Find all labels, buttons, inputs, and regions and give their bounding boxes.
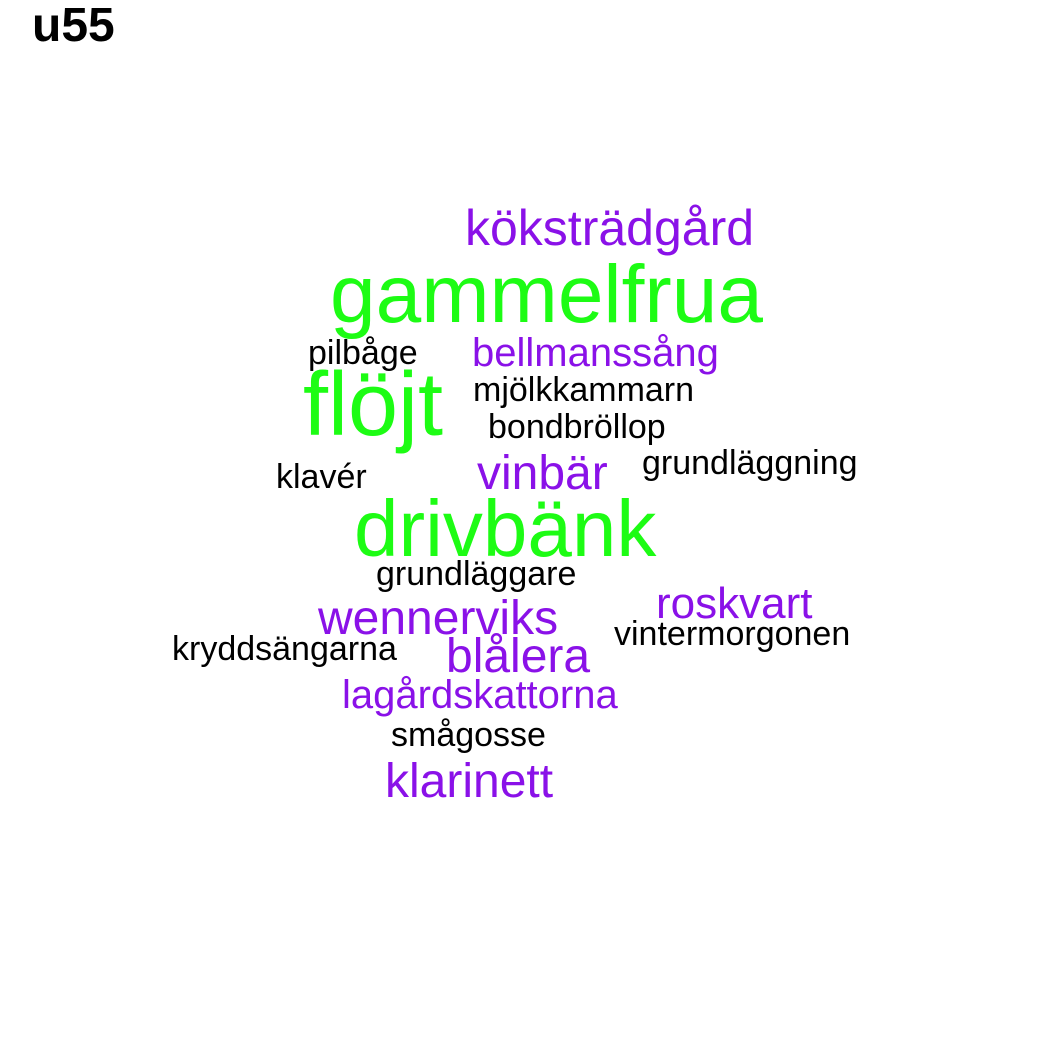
word-grundlaggare: grundläggare — [376, 555, 577, 593]
page-title: u55 — [32, 0, 115, 52]
word-mjolkkammarn: mjölkkammarn — [473, 371, 695, 409]
word-smagosse: smågosse — [391, 716, 546, 754]
word-bondbrollop: bondbröllop — [488, 408, 666, 446]
word-drivbank: drivbänk — [354, 484, 657, 573]
word-bellmanssang: bellmanssång — [472, 331, 719, 375]
word-koksdradgard: köksträdgård — [465, 200, 755, 256]
word-flojt: flöjt — [303, 355, 444, 455]
word-grundlaggning: grundläggning — [642, 444, 858, 482]
word-kryddsangarna: kryddsängarna — [172, 630, 397, 668]
word-gammelfrua: gammelfrua — [330, 249, 763, 340]
word-wennerviks: wennerviks — [318, 592, 559, 645]
word-roskvart: roskvart — [656, 579, 813, 628]
word-vinbar: vinbär — [477, 447, 608, 500]
word-blalera: blålera — [446, 630, 591, 683]
word-pilbage: pilbåge — [308, 334, 418, 372]
word-klarinett: klarinett — [385, 755, 554, 808]
word-vintermorgonen: vintermorgonen — [614, 615, 851, 653]
word-lagardskattorna: lagårdskattorna — [342, 673, 618, 717]
word-klaver: klavér — [276, 458, 367, 496]
